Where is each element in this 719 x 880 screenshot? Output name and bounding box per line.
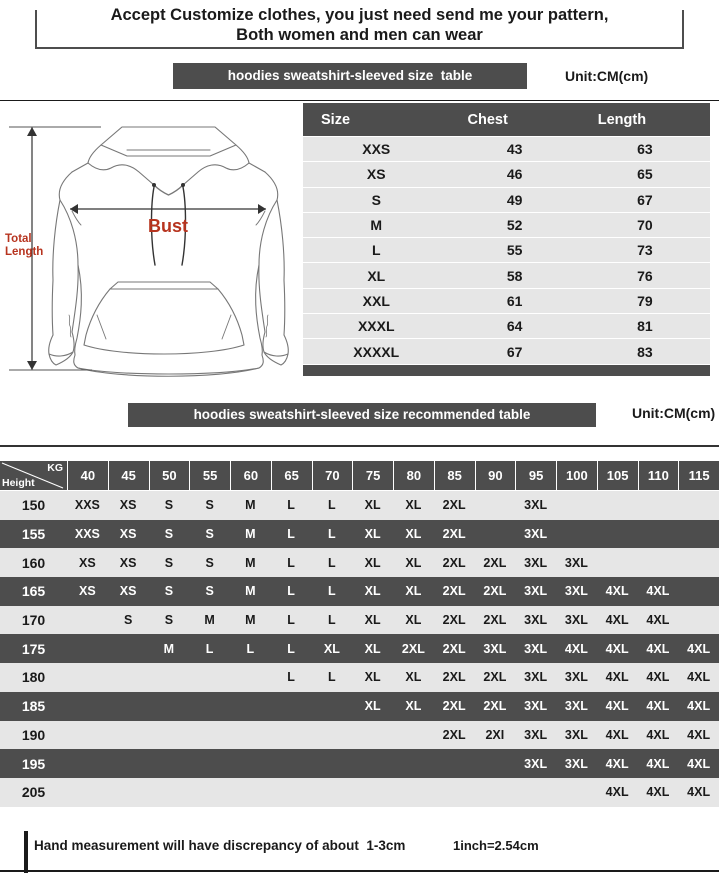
svg-text:Total: Total bbox=[5, 233, 32, 245]
svg-text:Length: Length bbox=[5, 246, 43, 258]
svg-text:Bust: Bust bbox=[148, 216, 188, 236]
